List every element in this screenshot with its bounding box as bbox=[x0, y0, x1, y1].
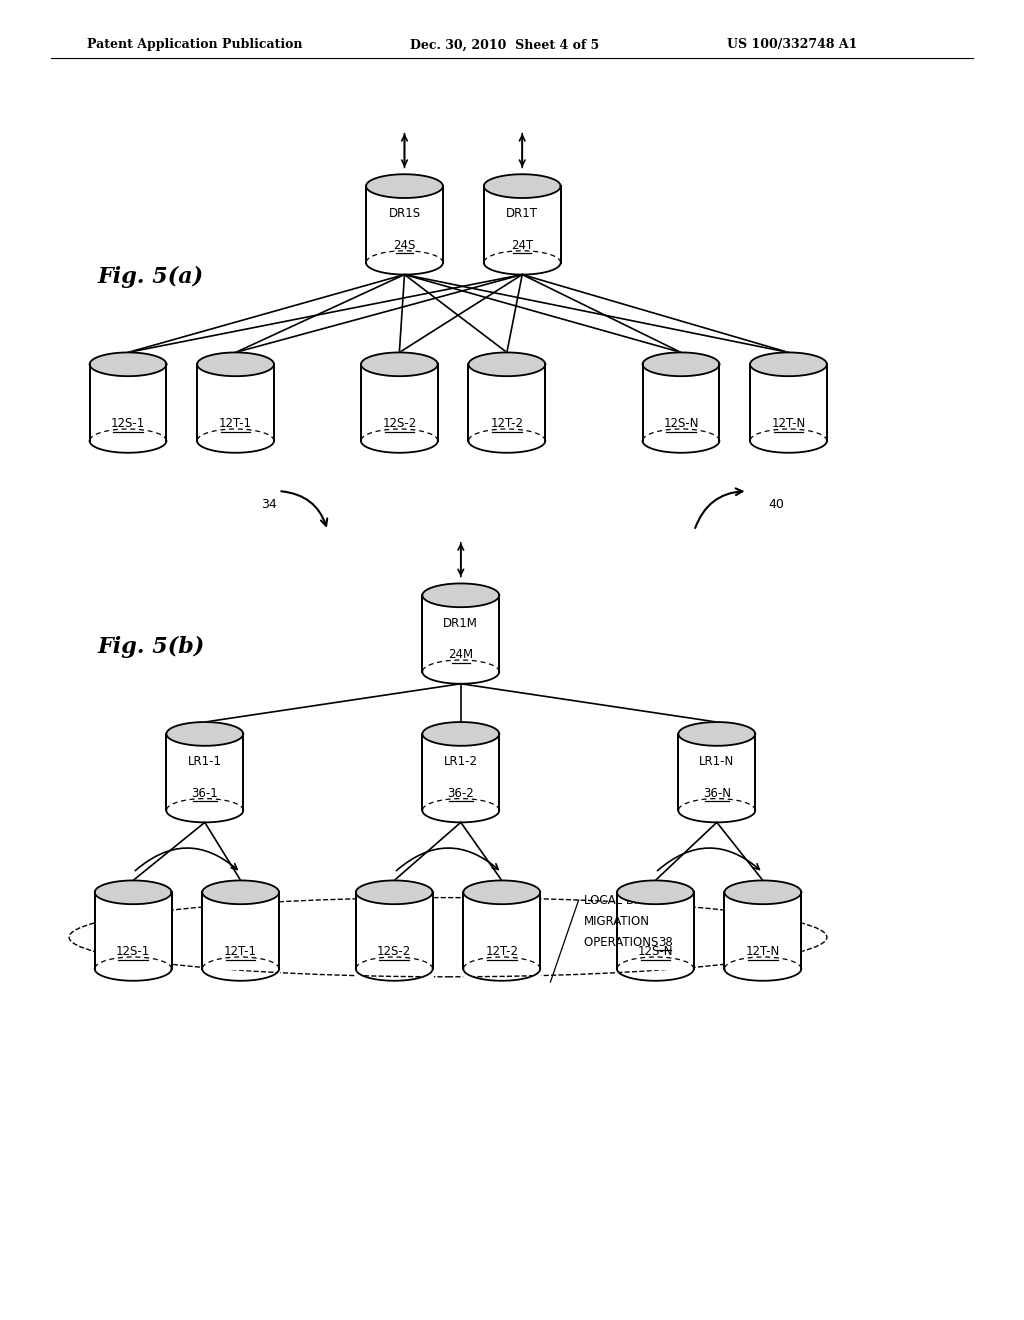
Text: DR1M: DR1M bbox=[443, 616, 478, 630]
Text: 12T-2: 12T-2 bbox=[485, 945, 518, 958]
Polygon shape bbox=[463, 892, 541, 969]
Polygon shape bbox=[198, 352, 274, 376]
Text: 12S-2: 12S-2 bbox=[377, 945, 412, 958]
Polygon shape bbox=[750, 364, 827, 441]
Text: 12T-1: 12T-1 bbox=[224, 945, 257, 958]
Polygon shape bbox=[679, 722, 755, 746]
Polygon shape bbox=[464, 880, 541, 904]
Polygon shape bbox=[484, 174, 561, 198]
Text: Fig. 5(a): Fig. 5(a) bbox=[97, 267, 204, 288]
Polygon shape bbox=[361, 352, 438, 376]
Text: OPERATIONS: OPERATIONS bbox=[584, 936, 662, 949]
Text: 12S-2: 12S-2 bbox=[382, 417, 417, 430]
Text: LR1-1: LR1-1 bbox=[187, 755, 222, 768]
Text: 12T-N: 12T-N bbox=[771, 417, 806, 430]
Polygon shape bbox=[167, 722, 244, 746]
Text: 40: 40 bbox=[768, 498, 784, 511]
Text: 12T-1: 12T-1 bbox=[219, 417, 252, 430]
Text: 12S-N: 12S-N bbox=[664, 417, 698, 430]
Polygon shape bbox=[90, 352, 166, 376]
Text: Patent Application Publication: Patent Application Publication bbox=[87, 38, 302, 51]
Text: Fig. 5(b): Fig. 5(b) bbox=[97, 636, 205, 657]
Polygon shape bbox=[678, 734, 755, 810]
Polygon shape bbox=[725, 880, 801, 904]
Polygon shape bbox=[197, 364, 274, 441]
Text: LR1-N: LR1-N bbox=[699, 755, 734, 768]
Polygon shape bbox=[751, 352, 827, 376]
Polygon shape bbox=[616, 892, 694, 969]
Polygon shape bbox=[423, 734, 500, 810]
Text: 24S: 24S bbox=[393, 239, 416, 252]
Text: 36-N: 36-N bbox=[702, 787, 731, 800]
Polygon shape bbox=[725, 892, 801, 969]
Text: MIGRATION: MIGRATION bbox=[584, 915, 649, 928]
Polygon shape bbox=[95, 880, 172, 904]
Text: 36-1: 36-1 bbox=[191, 787, 218, 800]
Text: Dec. 30, 2010  Sheet 4 of 5: Dec. 30, 2010 Sheet 4 of 5 bbox=[410, 38, 599, 51]
Text: DR1T: DR1T bbox=[506, 207, 539, 220]
Text: 34: 34 bbox=[261, 498, 276, 511]
Polygon shape bbox=[469, 364, 545, 441]
Polygon shape bbox=[617, 880, 694, 904]
Polygon shape bbox=[423, 595, 500, 672]
Polygon shape bbox=[94, 892, 172, 969]
Text: 12T-2: 12T-2 bbox=[490, 417, 523, 430]
Text: 12T-N: 12T-N bbox=[745, 945, 780, 958]
Polygon shape bbox=[469, 352, 545, 376]
Polygon shape bbox=[423, 722, 500, 746]
Polygon shape bbox=[356, 892, 432, 969]
Text: 38: 38 bbox=[658, 936, 673, 949]
Polygon shape bbox=[643, 364, 719, 441]
Polygon shape bbox=[361, 364, 438, 441]
Polygon shape bbox=[202, 892, 279, 969]
Text: 12S-1: 12S-1 bbox=[111, 417, 145, 430]
Text: 24T: 24T bbox=[511, 239, 534, 252]
Text: 12S-N: 12S-N bbox=[638, 945, 673, 958]
Text: 12S-1: 12S-1 bbox=[116, 945, 151, 958]
Polygon shape bbox=[356, 880, 432, 904]
Polygon shape bbox=[203, 880, 279, 904]
Polygon shape bbox=[367, 174, 442, 198]
Text: DR1S: DR1S bbox=[388, 207, 421, 220]
Text: LR1-2: LR1-2 bbox=[443, 755, 478, 768]
Polygon shape bbox=[643, 352, 719, 376]
Polygon shape bbox=[90, 364, 166, 441]
Polygon shape bbox=[166, 734, 244, 810]
Polygon shape bbox=[484, 186, 561, 263]
Polygon shape bbox=[367, 186, 442, 263]
Text: US 100/332748 A1: US 100/332748 A1 bbox=[727, 38, 857, 51]
Polygon shape bbox=[423, 583, 500, 607]
Text: LOCAL DATA: LOCAL DATA bbox=[584, 894, 656, 907]
Text: 24M: 24M bbox=[449, 648, 473, 661]
Text: 36-2: 36-2 bbox=[447, 787, 474, 800]
